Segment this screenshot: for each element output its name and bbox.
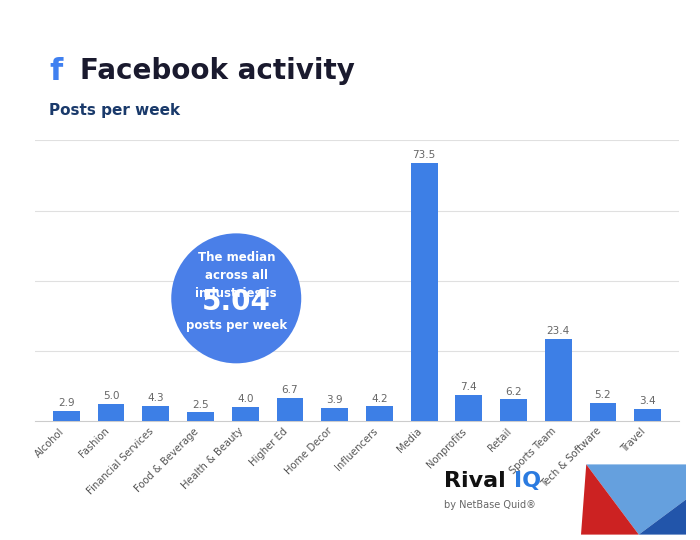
- Bar: [53, 411, 80, 421]
- Text: 4.2: 4.2: [371, 394, 388, 404]
- Text: The median
across all
industries is: The median across all industries is: [195, 251, 277, 300]
- Polygon shape: [587, 464, 686, 535]
- Bar: [187, 413, 214, 421]
- Bar: [500, 400, 527, 421]
- Text: 7.4: 7.4: [461, 382, 477, 393]
- Text: Posts per week: Posts per week: [49, 103, 180, 118]
- Bar: [366, 407, 393, 421]
- Text: IQ: IQ: [514, 471, 542, 491]
- Text: 5.2: 5.2: [595, 390, 611, 400]
- Bar: [456, 395, 482, 421]
- Text: 5.04: 5.04: [202, 288, 271, 315]
- Bar: [232, 407, 258, 421]
- Text: 2.9: 2.9: [58, 398, 75, 408]
- Text: 23.4: 23.4: [547, 326, 570, 336]
- Bar: [97, 404, 125, 421]
- Bar: [589, 403, 617, 421]
- Bar: [142, 406, 169, 421]
- Polygon shape: [638, 500, 686, 535]
- Text: 6.7: 6.7: [281, 385, 298, 395]
- Text: 3.4: 3.4: [639, 396, 656, 407]
- Text: by NetBase Quid®: by NetBase Quid®: [444, 500, 536, 510]
- Bar: [411, 163, 438, 421]
- Text: 2.5: 2.5: [193, 400, 209, 410]
- Text: posts per week: posts per week: [186, 319, 287, 332]
- Bar: [634, 409, 661, 421]
- Text: 4.0: 4.0: [237, 394, 253, 404]
- Bar: [545, 339, 572, 421]
- Text: 4.3: 4.3: [148, 393, 164, 403]
- Text: Rival: Rival: [444, 471, 506, 491]
- Text: 73.5: 73.5: [412, 151, 435, 160]
- Bar: [321, 408, 348, 421]
- Polygon shape: [581, 464, 638, 535]
- Text: 5.0: 5.0: [103, 391, 119, 401]
- Bar: [276, 397, 303, 421]
- Text: 6.2: 6.2: [505, 387, 522, 396]
- Text: 3.9: 3.9: [326, 395, 343, 404]
- Text: f: f: [49, 57, 62, 86]
- Text: Facebook activity: Facebook activity: [80, 57, 356, 85]
